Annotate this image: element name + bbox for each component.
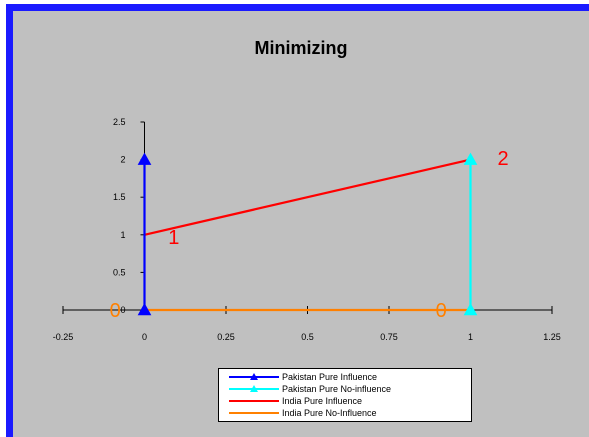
legend-item: Pakistan Pure No-influence xyxy=(219,383,471,395)
legend-label: Pakistan Pure Influence xyxy=(282,372,378,382)
x-tick-label: 1 xyxy=(468,332,473,342)
y-tick-label: 1.5 xyxy=(113,192,126,202)
series-line xyxy=(144,158,471,236)
series-marker xyxy=(463,302,478,316)
window-border-top xyxy=(6,4,589,11)
legend-item: India Pure Influence xyxy=(219,395,471,407)
series-marker xyxy=(463,152,478,165)
x-tick-label: 1.25 xyxy=(543,332,561,342)
legend-label: India Pure Influence xyxy=(282,396,363,406)
legend: Pakistan Pure Influence Pakistan Pure No-… xyxy=(218,368,472,422)
x-tick-label: 0.75 xyxy=(380,332,398,342)
legend-marker-triangle xyxy=(250,385,258,392)
x-tick-label: 0.5 xyxy=(301,332,314,342)
annotation-label: 0 xyxy=(110,300,121,322)
legend-item: India Pure No-Influence xyxy=(219,407,471,419)
x-tick-label: -0.25 xyxy=(53,332,74,342)
x-tick-label: 0 xyxy=(142,332,147,342)
y-tick-label: 2.5 xyxy=(113,117,126,127)
y-tick-label: 0.5 xyxy=(113,267,126,277)
annotation-label: 2 xyxy=(498,148,509,170)
series-marker xyxy=(137,152,152,165)
window-border-left xyxy=(6,4,13,437)
y-tick-label: 1 xyxy=(120,230,125,240)
series-marker xyxy=(137,302,152,316)
y-tick-label: 2 xyxy=(120,155,125,165)
legend-item: Pakistan Pure Influence xyxy=(219,371,471,383)
y-tick-label: 0 xyxy=(120,305,125,315)
legend-swatch xyxy=(229,400,279,402)
annotation-label: 0 xyxy=(436,300,447,322)
legend-label: Pakistan Pure No-influence xyxy=(282,384,392,394)
legend-label: India Pure No-Influence xyxy=(282,408,377,418)
legend-swatch xyxy=(229,412,279,414)
chart-title: Minimizing xyxy=(254,38,348,58)
chart-area xyxy=(13,11,589,437)
x-tick-label: 0.25 xyxy=(217,332,235,342)
legend-marker-triangle xyxy=(250,373,258,380)
annotation-label: 1 xyxy=(168,227,179,249)
